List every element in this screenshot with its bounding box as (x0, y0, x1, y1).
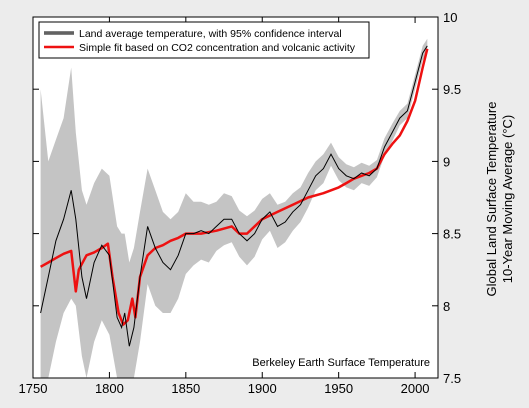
x-tick-label: 1750 (19, 381, 48, 396)
x-tick-label: 1800 (95, 381, 124, 396)
x-tick-label: 1850 (171, 381, 200, 396)
y-tick-label: 9.5 (443, 82, 461, 97)
chart-annotation: Berkeley Earth Surface Temperature (252, 357, 430, 369)
observed-line-layer (40, 45, 428, 347)
y-axis-title-line-1: Global Land Surface Temperature (484, 102, 499, 297)
y-tick-label: 8.5 (443, 227, 461, 242)
y-tick-label: 9 (443, 154, 450, 169)
x-tick-label: 2000 (401, 381, 430, 396)
y-tick-label: 8 (443, 299, 450, 314)
y-tick-label: 7.5 (443, 371, 461, 386)
x-tick-label: 1950 (324, 381, 353, 396)
x-tick-label: 1900 (248, 381, 277, 396)
legend: Land average temperature, with 95% confi… (38, 21, 370, 59)
legend-box (38, 21, 370, 59)
y-tick-label: 10 (443, 10, 457, 25)
plot-frame (32, 16, 439, 379)
legend-label-observed: Land average temperature, with 95% confi… (79, 28, 342, 40)
y-axis-title: Global Land Surface Temperature 10-Year … (484, 102, 515, 297)
legend-label-fit: Simple fit based on CO2 concentration an… (79, 42, 356, 54)
observed-temperature-line (40, 45, 428, 347)
y-axis-title-line-2: 10-Year Moving Average (°C) (500, 115, 515, 284)
y-axis: 7.5 8 8.5 9 9.5 10 (33, 10, 461, 386)
